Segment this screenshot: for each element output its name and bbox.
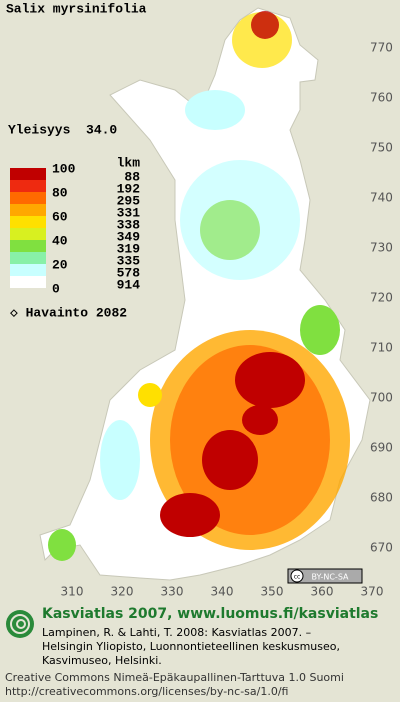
legend-scale: 100 bbox=[52, 161, 76, 176]
license-badge: cc BY-NC-SA bbox=[287, 568, 363, 584]
y-label: 760 bbox=[370, 91, 393, 105]
logo bbox=[6, 610, 34, 638]
y-label: 700 bbox=[370, 391, 393, 405]
y-label: 770 bbox=[370, 41, 393, 55]
x-label: 350 bbox=[261, 585, 284, 599]
license-url: http://creativecommons.org/licenses/by-n… bbox=[5, 685, 288, 698]
legend-swatch bbox=[10, 216, 46, 228]
badge-text: BY-NC-SA bbox=[311, 573, 349, 582]
footer-line: Helsingin Yliopisto, Luonnontieteellinen… bbox=[42, 640, 340, 653]
legend-swatch bbox=[10, 204, 46, 216]
y-label: 690 bbox=[370, 441, 393, 455]
legend-count: 578 bbox=[117, 265, 141, 280]
legend-count: 192 bbox=[117, 181, 141, 196]
legend-count: 331 bbox=[117, 205, 141, 220]
footer-line: Kasvimuseo, Helsinki. bbox=[42, 654, 162, 667]
y-label: 720 bbox=[370, 291, 393, 305]
x-label: 340 bbox=[211, 585, 234, 599]
legend-count: 349 bbox=[117, 229, 141, 244]
legend-swatch bbox=[10, 264, 46, 276]
legend-swatch bbox=[10, 168, 46, 180]
y-label: 680 bbox=[370, 491, 393, 505]
legend-swatch bbox=[10, 192, 46, 204]
x-label: 320 bbox=[111, 585, 134, 599]
legend-count: 338 bbox=[117, 217, 141, 232]
footer-line: Lampinen, R. & Lahti, T. 2008: Kasviatla… bbox=[42, 626, 311, 639]
legend-count: 319 bbox=[117, 241, 141, 256]
legend-swatch bbox=[10, 240, 46, 252]
legend-swatch bbox=[10, 228, 46, 240]
y-label: 710 bbox=[370, 341, 393, 355]
license-text: Creative Commons Nimeä-Epäkaupallinen-Ta… bbox=[5, 671, 344, 684]
legend-count: 88 bbox=[124, 169, 140, 184]
legend-scale: 80 bbox=[52, 185, 68, 200]
frequency: Yleisyys 34.0 bbox=[8, 122, 117, 137]
legend-swatch bbox=[10, 252, 46, 264]
legend-swatch bbox=[10, 276, 46, 288]
y-label: 730 bbox=[370, 241, 393, 255]
legend-count: 335 bbox=[117, 253, 141, 268]
map-shape bbox=[39, 7, 371, 581]
x-label: 330 bbox=[161, 585, 184, 599]
x-label: 360 bbox=[311, 585, 334, 599]
map-title: Salix myrsinifolia bbox=[6, 1, 147, 16]
y-label: 750 bbox=[370, 141, 393, 155]
y-label: 740 bbox=[370, 191, 393, 205]
legend-scale: 40 bbox=[52, 233, 68, 248]
svg-text:cc: cc bbox=[294, 574, 301, 581]
legend-scale: 0 bbox=[52, 281, 60, 296]
footer-heading: Kasviatlas 2007, www.luomus.fi/kasviatla… bbox=[42, 606, 378, 622]
legend-count: 295 bbox=[117, 193, 141, 208]
x-label: 310 bbox=[61, 585, 84, 599]
observations: ◇ Havainto 2082 bbox=[10, 305, 127, 320]
y-label: 670 bbox=[370, 541, 393, 555]
legend-count: 914 bbox=[117, 277, 141, 292]
legend-scale: 20 bbox=[52, 257, 68, 272]
count-header: lkm bbox=[117, 155, 141, 170]
legend-swatch bbox=[10, 180, 46, 192]
x-label: 370 bbox=[361, 585, 384, 599]
legend-scale: 60 bbox=[52, 209, 68, 224]
